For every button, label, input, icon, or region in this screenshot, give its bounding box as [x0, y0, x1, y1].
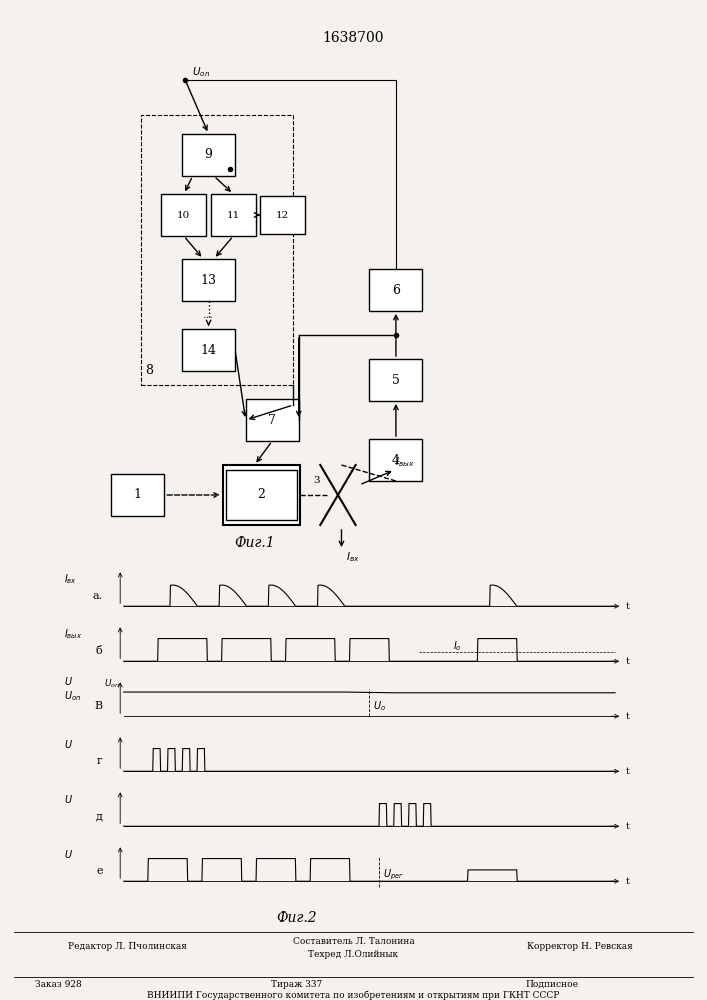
Bar: [370, 359, 423, 401]
Bar: [182, 259, 235, 301]
Text: 10: 10: [177, 211, 190, 220]
Text: $I_{вых}$: $I_{вых}$: [64, 627, 82, 641]
Text: Фиг.1: Фиг.1: [234, 536, 275, 550]
Text: б: б: [95, 646, 103, 656]
Text: t: t: [626, 767, 629, 776]
Text: t: t: [626, 602, 629, 611]
Text: 9: 9: [204, 148, 213, 161]
Text: $U_{on}$: $U_{on}$: [192, 65, 211, 79]
Bar: [226, 470, 297, 520]
Text: 5: 5: [392, 373, 400, 386]
Text: t: t: [626, 822, 629, 831]
Bar: [211, 194, 256, 236]
Text: ...: ...: [203, 310, 214, 320]
Text: Подписное: Подписное: [525, 980, 578, 989]
Text: $U_{оп}$: $U_{оп}$: [104, 678, 120, 690]
Text: Тираж 337: Тираж 337: [271, 980, 322, 989]
Text: Редактор Л. Пчолинская: Редактор Л. Пчолинская: [68, 942, 187, 951]
Text: $I_o$: $I_o$: [453, 639, 462, 653]
Text: 1: 1: [134, 488, 142, 502]
Text: 14: 14: [201, 344, 216, 357]
Text: t: t: [626, 657, 629, 666]
Text: 6: 6: [392, 284, 400, 296]
Bar: [182, 329, 235, 371]
Text: $U_o$: $U_o$: [373, 699, 386, 713]
Text: $U$: $U$: [64, 738, 73, 750]
Bar: [370, 439, 423, 481]
Text: 4: 4: [392, 454, 400, 466]
Text: $I_{вых}$: $I_{вых}$: [395, 455, 414, 469]
Text: 2: 2: [257, 488, 266, 502]
Text: Корректор Н. Ревская: Корректор Н. Ревская: [527, 942, 633, 951]
Text: $U$: $U$: [64, 793, 73, 805]
Bar: [112, 474, 164, 516]
Text: 1638700: 1638700: [323, 31, 384, 45]
Text: $I_{вх}$: $I_{вх}$: [64, 572, 76, 586]
Text: г: г: [97, 756, 103, 766]
Text: 3: 3: [314, 476, 320, 485]
Text: 7: 7: [268, 414, 276, 426]
Bar: [141, 115, 293, 385]
Text: Заказ 928: Заказ 928: [35, 980, 82, 989]
Text: 12: 12: [276, 211, 289, 220]
Text: е: е: [96, 866, 103, 876]
Text: 11: 11: [227, 211, 240, 220]
Text: д: д: [95, 811, 103, 821]
Bar: [370, 269, 423, 311]
Bar: [246, 399, 299, 441]
Bar: [223, 465, 300, 525]
Text: 13: 13: [201, 273, 216, 286]
Text: а.: а.: [93, 591, 103, 601]
Text: $U_{рег}$: $U_{рег}$: [382, 867, 404, 882]
Text: $U$
$U_{оп}$: $U$ $U_{оп}$: [64, 675, 81, 703]
Text: Фиг.2: Фиг.2: [276, 911, 317, 925]
Text: Составитель Л. Талонина: Составитель Л. Талонина: [293, 937, 414, 946]
Text: Техред Л.Олийнык: Техред Л.Олийнык: [308, 950, 399, 959]
Bar: [182, 134, 235, 176]
Text: В: В: [95, 701, 103, 711]
Text: $U$: $U$: [64, 848, 73, 860]
Text: t: t: [626, 877, 629, 886]
Bar: [260, 196, 305, 234]
Text: t: t: [626, 712, 629, 721]
Text: $I_{вх}$: $I_{вх}$: [346, 550, 360, 564]
Bar: [161, 194, 206, 236]
Text: 8: 8: [145, 364, 153, 377]
Text: ВНИИПИ Государственного комитета по изобретениям и открытиям при ГКНТ СССР: ВНИИПИ Государственного комитета по изоб…: [147, 990, 560, 1000]
